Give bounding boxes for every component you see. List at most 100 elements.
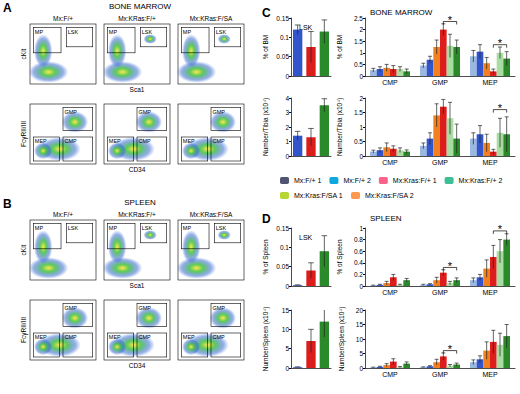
svg-text:BONE MARROW: BONE MARROW (370, 8, 433, 17)
svg-text:cKit: cKit (20, 48, 27, 59)
svg-text:% of Spleen: % of Spleen (262, 239, 270, 274)
svg-text:LSK: LSK (68, 225, 79, 231)
svg-text:MEP: MEP (482, 371, 498, 378)
svg-text:Number/Spleen (x10⁴): Number/Spleen (x10⁴) (262, 307, 270, 372)
svg-text:Mx:Kras:F/SA 2: Mx:Kras:F/SA 2 (365, 192, 414, 199)
svg-text:CMP: CMP (382, 79, 398, 86)
svg-text:10: 10 (282, 326, 290, 333)
svg-text:% of BM: % of BM (262, 35, 269, 60)
svg-text:GMP: GMP (432, 371, 448, 378)
svg-text:Number/Tibia (x10⁴): Number/Tibia (x10⁴) (262, 98, 270, 156)
svg-text:0: 0 (359, 365, 363, 372)
svg-text:FcγRII/III: FcγRII/III (20, 317, 28, 343)
svg-text:GMP: GMP (432, 159, 448, 166)
svg-text:0.1: 0.1 (280, 244, 289, 251)
svg-text:CMP: CMP (65, 334, 78, 340)
svg-text:cKit: cKit (20, 244, 27, 255)
svg-text:1.5: 1.5 (354, 109, 363, 116)
svg-text:MP: MP (183, 225, 192, 231)
svg-text:LSK: LSK (216, 29, 227, 35)
svg-text:20: 20 (356, 307, 364, 314)
svg-text:*: * (498, 102, 503, 114)
svg-text:CMP: CMP (382, 289, 398, 296)
svg-text:Mx:KRas:F/+: Mx:KRas:F/+ (118, 15, 156, 22)
svg-text:15: 15 (282, 307, 290, 314)
svg-text:2: 2 (285, 124, 289, 131)
svg-text:5: 5 (285, 345, 289, 352)
svg-text:MEP: MEP (482, 289, 498, 296)
svg-text:B: B (3, 197, 12, 211)
svg-text:1: 1 (359, 49, 363, 56)
svg-text:0: 0 (285, 153, 289, 160)
svg-text:MEP: MEP (35, 138, 47, 144)
svg-text:Mx:F/+ 1: Mx:F/+ 1 (294, 177, 322, 184)
svg-text:0.5: 0.5 (354, 61, 363, 68)
svg-text:LSK: LSK (68, 29, 79, 35)
svg-text:Mx:F/+: Mx:F/+ (53, 211, 73, 218)
svg-text:% of BM: % of BM (336, 35, 343, 60)
svg-text:Mx:F/+ 2: Mx:F/+ 2 (343, 177, 371, 184)
svg-text:1: 1 (285, 138, 289, 145)
svg-text:GMP: GMP (432, 289, 448, 296)
svg-text:GMP: GMP (139, 109, 152, 115)
svg-text:15: 15 (356, 321, 364, 328)
svg-text:CMP: CMP (139, 334, 152, 340)
svg-text:Mx:F/+: Mx:F/+ (53, 15, 73, 22)
svg-text:MEP: MEP (482, 159, 498, 166)
svg-text:CMP: CMP (382, 371, 398, 378)
svg-text:CD34: CD34 (129, 166, 146, 173)
svg-text:CMP: CMP (65, 138, 78, 144)
svg-text:*: * (498, 37, 503, 49)
svg-text:D: D (262, 212, 271, 226)
svg-text:0: 0 (285, 73, 289, 80)
svg-text:*: * (448, 260, 453, 272)
svg-text:Number/Tibia (x10⁴): Number/Tibia (x10⁴) (336, 98, 344, 156)
svg-text:SPLEEN: SPLEEN (124, 198, 156, 207)
svg-text:LSK: LSK (142, 29, 153, 35)
svg-text:2: 2 (359, 26, 363, 33)
svg-text:0: 0 (359, 283, 363, 290)
svg-text:0.5: 0.5 (354, 138, 363, 145)
svg-text:MEP: MEP (109, 334, 121, 340)
svg-text:CMP: CMP (139, 138, 152, 144)
svg-text:0.05: 0.05 (276, 263, 289, 270)
svg-text:C: C (262, 6, 271, 20)
svg-text:MEP: MEP (183, 334, 195, 340)
svg-text:0.1: 0.1 (280, 34, 289, 41)
svg-text:0: 0 (285, 365, 289, 372)
svg-text:0.05: 0.05 (276, 53, 289, 60)
svg-text:0.15: 0.15 (276, 225, 289, 232)
svg-text:0: 0 (285, 283, 289, 290)
svg-text:Number/Spleen (x10⁴): Number/Spleen (x10⁴) (338, 307, 346, 372)
svg-text:2.5: 2.5 (354, 15, 363, 22)
svg-text:MP: MP (35, 29, 44, 35)
svg-text:SPLEEN: SPLEEN (370, 214, 402, 223)
svg-text:LSK: LSK (299, 24, 313, 31)
svg-text:0.4: 0.4 (354, 259, 363, 266)
svg-text:3: 3 (285, 109, 289, 116)
svg-text:GMP: GMP (139, 305, 152, 311)
svg-text:CD34: CD34 (129, 362, 146, 369)
svg-text:CMP: CMP (213, 138, 226, 144)
svg-text:*: * (498, 223, 503, 235)
svg-text:MP: MP (35, 225, 44, 231)
svg-text:MP: MP (183, 29, 192, 35)
svg-text:% of Spleen: % of Spleen (336, 239, 344, 274)
svg-text:Sca1: Sca1 (130, 86, 145, 93)
svg-text:Mx:Kras:F/SA 1: Mx:Kras:F/SA 1 (294, 192, 343, 199)
svg-text:FcγRII/III: FcγRII/III (20, 121, 28, 147)
svg-text:MEP: MEP (109, 138, 121, 144)
svg-text:0: 0 (359, 73, 363, 80)
svg-text:10: 10 (356, 336, 364, 343)
svg-text:0.2: 0.2 (354, 271, 363, 278)
svg-text:*: * (448, 14, 453, 26)
svg-text:BONE MARROW: BONE MARROW (109, 2, 172, 11)
svg-text:Mx:Kras:F/+ 1: Mx:Kras:F/+ 1 (393, 177, 437, 184)
svg-text:A: A (3, 1, 12, 15)
svg-text:0.15: 0.15 (276, 15, 289, 22)
svg-text:Mx:KRas:F/SA: Mx:KRas:F/SA (190, 211, 233, 218)
svg-text:1.5: 1.5 (354, 38, 363, 45)
svg-text:MEP: MEP (183, 138, 195, 144)
svg-text:1: 1 (359, 225, 363, 232)
svg-text:CMP: CMP (213, 334, 226, 340)
